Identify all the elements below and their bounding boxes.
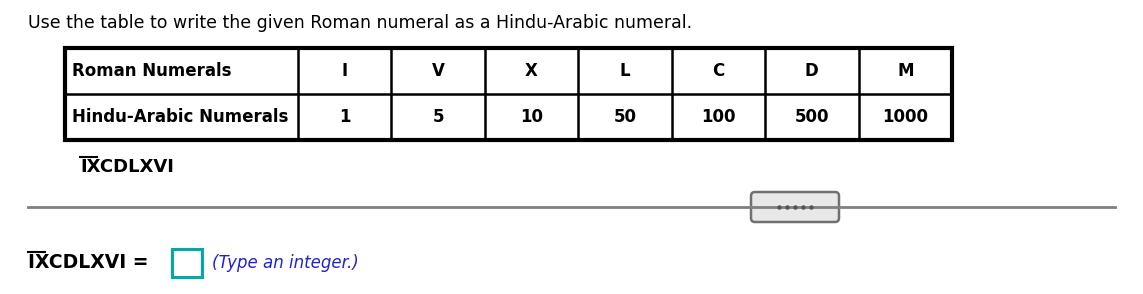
Text: X: X: [525, 62, 538, 80]
FancyBboxPatch shape: [751, 192, 839, 222]
Text: Hindu-Arabic Numerals: Hindu-Arabic Numerals: [72, 108, 288, 126]
Text: 1000: 1000: [882, 108, 928, 126]
Text: 50: 50: [614, 108, 637, 126]
Text: 1: 1: [339, 108, 351, 126]
Text: C: C: [712, 62, 725, 80]
Text: L: L: [620, 62, 630, 80]
Text: Roman Numerals: Roman Numerals: [72, 62, 232, 80]
Text: D: D: [805, 62, 818, 80]
Text: M: M: [897, 62, 913, 80]
Text: 500: 500: [794, 108, 829, 126]
Text: V: V: [432, 62, 445, 80]
Text: 10: 10: [520, 108, 543, 126]
Text: (Type an integer.): (Type an integer.): [211, 254, 359, 272]
Bar: [65, 48, 952, 140]
Text: I: I: [342, 62, 347, 80]
Text: IXCDLXVI: IXCDLXVI: [80, 158, 174, 176]
Text: 100: 100: [701, 108, 736, 126]
Bar: [171, 249, 202, 277]
Text: IXCDLXVI =: IXCDLXVI =: [27, 253, 149, 273]
Text: Use the table to write the given Roman numeral as a Hindu-Arabic numeral.: Use the table to write the given Roman n…: [27, 14, 693, 32]
Text: 5: 5: [432, 108, 443, 126]
